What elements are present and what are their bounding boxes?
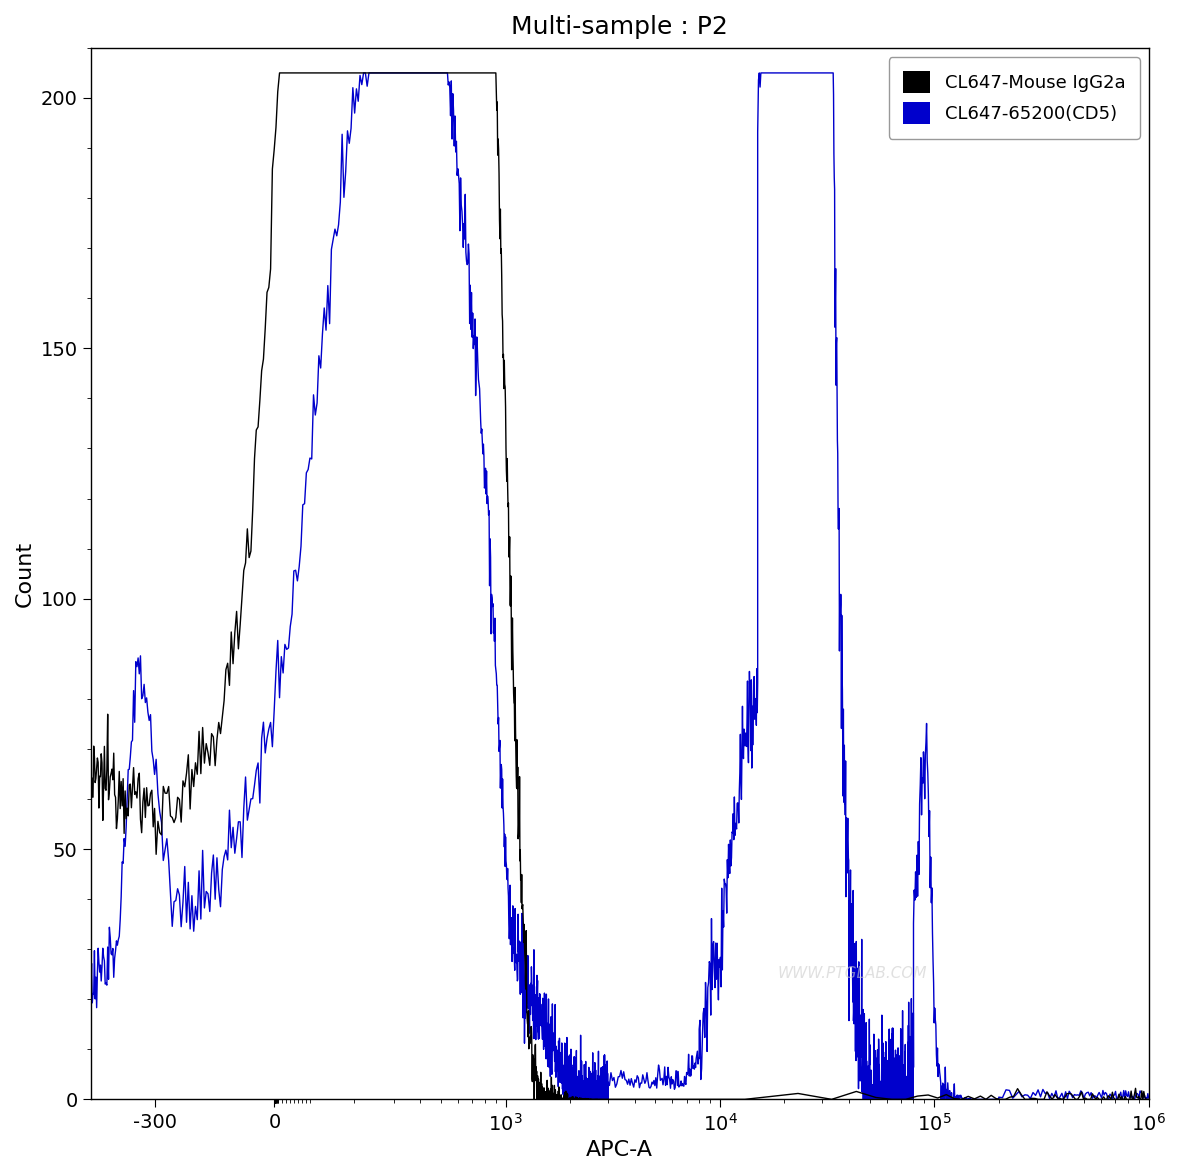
Text: WWW.PTGLAB.COM: WWW.PTGLAB.COM (777, 966, 927, 981)
Title: Multi-sample : P2: Multi-sample : P2 (511, 15, 729, 39)
Y-axis label: Count: Count (15, 540, 35, 606)
Legend: CL647-Mouse IgG2a, CL647-65200(CD5): CL647-Mouse IgG2a, CL647-65200(CD5) (888, 56, 1140, 139)
X-axis label: APC-A: APC-A (586, 1140, 653, 1160)
